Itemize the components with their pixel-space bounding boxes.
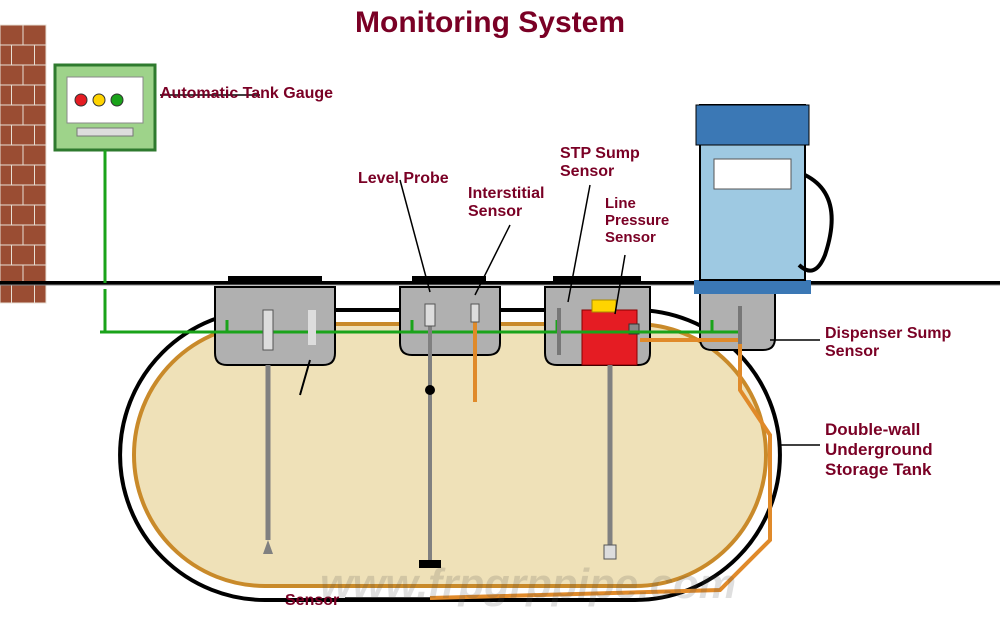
title: Monitoring System: [355, 6, 625, 40]
label-interstitial-sensor: Interstitial Sensor: [468, 185, 544, 221]
label-atg: Automatic Tank Gauge: [160, 85, 333, 103]
label-dispenser-sump-sensor: Dispenser Sump Sensor: [825, 325, 951, 361]
label-stp-sump-sensor: STP Sump Sensor: [560, 145, 640, 181]
watermark: www.frpgrppipe.com: [320, 560, 736, 608]
label-line-pressure-sensor: Line Pressure Sensor: [605, 195, 669, 246]
label-level-probe: Level Probe: [358, 170, 449, 188]
diagram-canvas: [0, 0, 1000, 630]
label-double-wall-tank: Double-wall Underground Storage Tank: [825, 420, 933, 480]
